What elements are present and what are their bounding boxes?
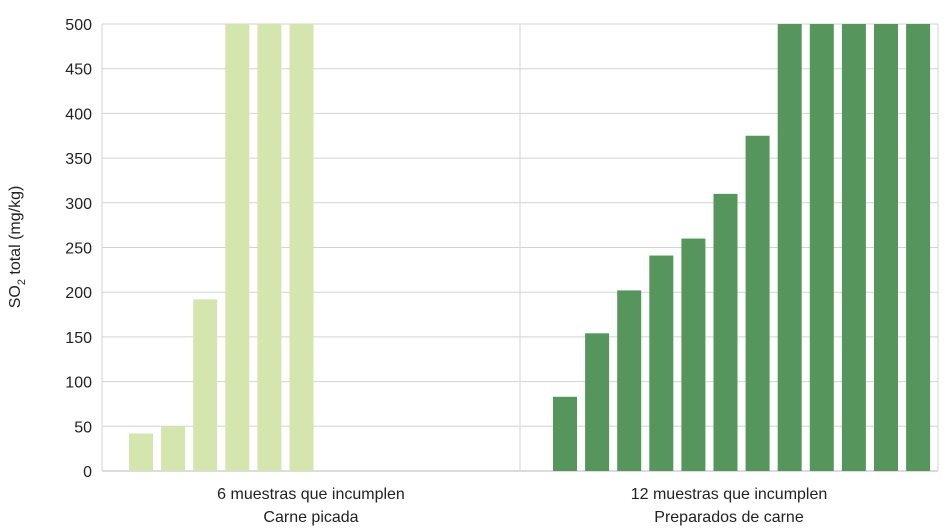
y-tick-label: 300: [65, 196, 92, 213]
category-label-line1: 6 muestras que incumplen: [217, 486, 405, 503]
y-tick-label: 100: [65, 375, 92, 392]
bar: [129, 433, 153, 471]
bar: [553, 396, 577, 471]
bar: [225, 24, 250, 471]
y-tick-label: 350: [65, 151, 92, 168]
y-tick-label: 250: [65, 241, 92, 258]
bar: [809, 24, 834, 471]
y-tick-label: 200: [65, 285, 92, 302]
y-tick-label: 50: [74, 419, 92, 436]
bars: [129, 24, 931, 472]
y-tick-label: 150: [65, 330, 92, 347]
bar: [713, 193, 738, 472]
bar: [257, 24, 282, 471]
bar: [161, 426, 186, 471]
bar: [649, 255, 674, 471]
y-tick-label: 0: [83, 464, 92, 481]
y-tick-label: 400: [65, 106, 92, 123]
bar: [777, 24, 802, 471]
y-axis-label: SO2 total (mg/kg): [7, 186, 28, 309]
bar: [681, 238, 706, 471]
bar: [193, 299, 218, 471]
bar: [289, 24, 314, 471]
y-tick-label: 450: [65, 62, 92, 79]
bar: [745, 135, 770, 471]
bar: [585, 333, 610, 471]
category-label-line1: 12 muestras que incumplen: [631, 486, 828, 503]
bar: [617, 290, 642, 471]
category-label-line2: Preparados de carne: [654, 509, 804, 526]
category-label-line2: Carne picada: [263, 509, 358, 526]
category-labels: 6 muestras que incumplen Carne picada 12 m…: [217, 486, 827, 526]
y-axis-label-subscript: 2: [16, 279, 28, 285]
y-tick-label: 500: [65, 17, 92, 34]
y-tick-labels: 0 50 100 150 200 250 300 350 400 450 500: [65, 17, 92, 481]
bar: [841, 24, 866, 471]
bar: [906, 24, 931, 471]
bar: [874, 24, 898, 471]
